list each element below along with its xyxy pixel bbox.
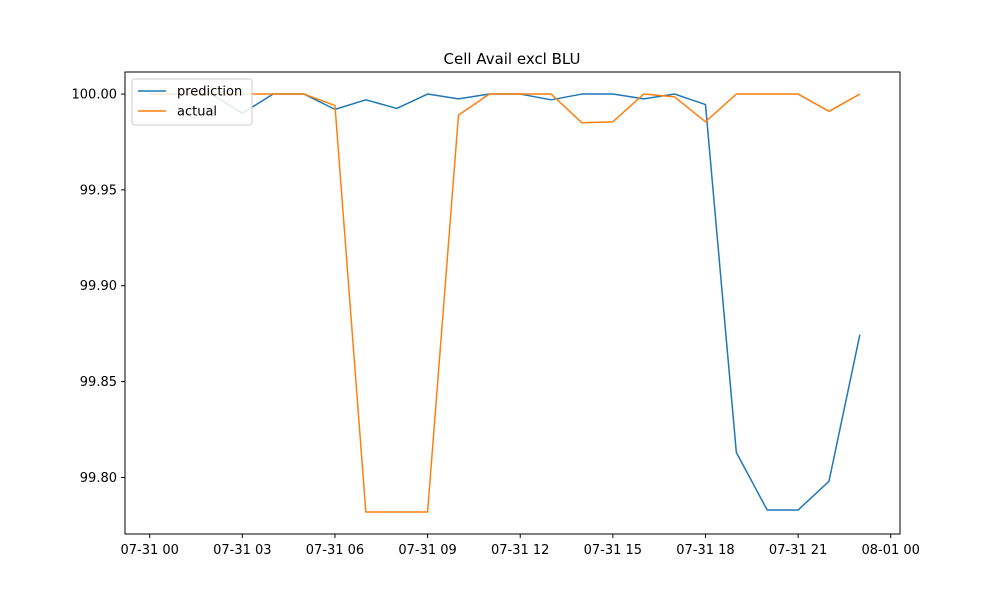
x-axis: 07-31 00 07-31 03 07-31 06 07-31 09 07-31 12… — [120, 534, 920, 558]
x-tick-label: 07-31 03 — [213, 543, 271, 558]
y-tick-label: 99.85 — [80, 375, 117, 390]
y-axis: 99.80 99.85 99.90 99.95 100.00 — [72, 88, 125, 486]
series-line-actual — [149, 93, 861, 513]
x-tick-label: 08-01 00 — [862, 543, 920, 558]
x-tick-label: 07-31 15 — [584, 543, 642, 558]
x-tick-label: 07-31 09 — [398, 543, 456, 558]
y-tick-label: 99.90 — [80, 279, 117, 294]
y-tick-label: 100.00 — [72, 88, 118, 103]
series-layer — [149, 93, 861, 513]
plot-area — [124, 71, 901, 535]
y-tick-label: 99.80 — [80, 471, 117, 486]
x-tick-label: 07-31 18 — [676, 543, 734, 558]
y-tick-label: 99.95 — [80, 183, 117, 198]
legend-label-prediction: prediction — [177, 85, 242, 100]
x-tick-label: 07-31 06 — [306, 543, 364, 558]
legend: prediction actual — [131, 78, 253, 126]
x-tick-label: 07-31 12 — [491, 543, 549, 558]
x-tick-label: 07-31 21 — [769, 543, 827, 558]
legend-label-actual: actual — [177, 105, 217, 120]
x-tick-label: 07-31 00 — [120, 543, 178, 558]
chart-title: Cell Avail excl BLU — [444, 50, 581, 68]
